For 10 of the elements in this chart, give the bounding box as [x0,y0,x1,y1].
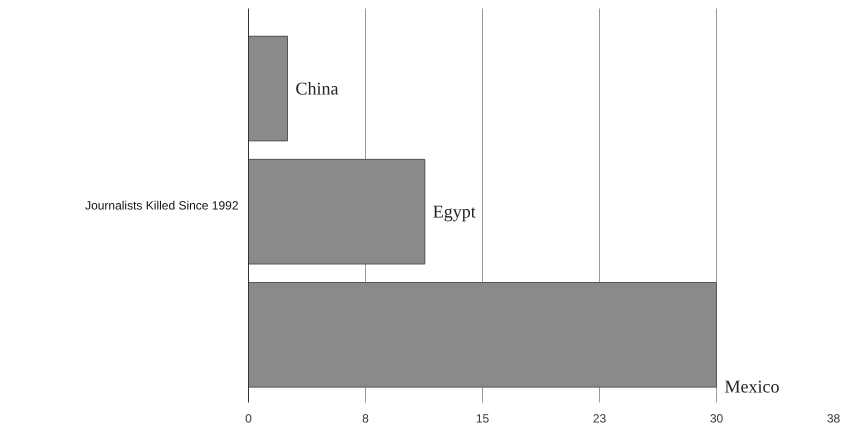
x-tick-label: 8 [362,412,370,426]
y-tick-label: Egypt [432,202,476,222]
x-tick-label: 38 [826,412,840,426]
y-tick-label: China [296,78,339,99]
y-tick-label: Mexico [724,376,780,396]
x-tick-label: 30 [710,412,724,426]
x-tick-label: 23 [592,412,606,426]
y-axis-title: Journalists Killed Since 1992 [85,198,239,212]
x-tick-label: 15 [476,412,490,426]
x-tick-label: 0 [245,412,252,426]
